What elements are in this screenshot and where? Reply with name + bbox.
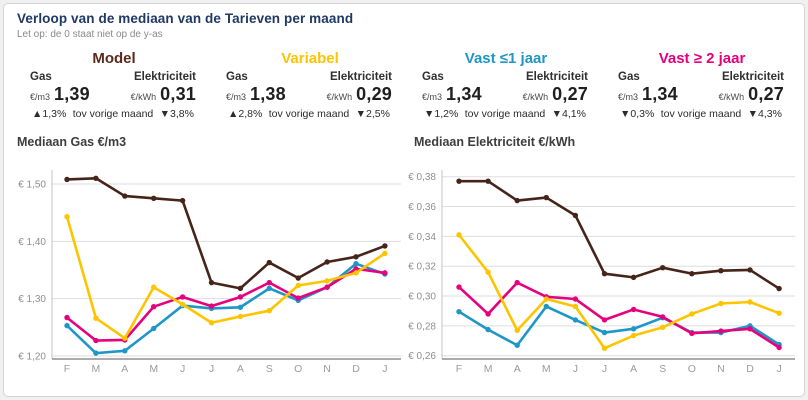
- svg-text:S: S: [266, 363, 273, 375]
- svg-text:S: S: [659, 363, 666, 375]
- elek-unit: €/kWh: [718, 92, 745, 102]
- gas-unit: €/m3: [226, 92, 247, 102]
- kpi-row: Model Gas €/m3 1,39 Elektriciteit €/kWh: [16, 50, 800, 130]
- kpi-card-vast-kort[interactable]: Vast ≤1 jaar Gas €/m3 1,34 Elektriciteit…: [408, 50, 604, 130]
- chart-gas: Mediaan Gas €/m3 € 1,50 € 1,40 € 1,30 € 1,2…: [10, 135, 402, 398]
- svg-text:J: J: [573, 363, 578, 375]
- svg-text:F: F: [64, 363, 70, 375]
- gas-value: 1,38: [250, 84, 286, 104]
- kpi-card-variabel[interactable]: Variabel Gas €/m3 1,38 Elektriciteit €/k…: [212, 50, 408, 130]
- svg-text:M: M: [484, 363, 493, 375]
- elek-unit: €/kWh: [522, 92, 549, 102]
- kpi-delta-variabel: ▲2,8% tov vorige maand ▼2,5%: [212, 105, 408, 120]
- kpi-values-model: Gas €/m3 1,39 Elektriciteit €/kWh 0,31: [16, 68, 212, 105]
- svg-text:€ 0,30: € 0,30: [408, 292, 436, 303]
- svg-text:N: N: [717, 363, 725, 375]
- elek-delta: ▼4,3%: [747, 108, 782, 120]
- chart-elektriciteit: Mediaan Elektriciteit €/kWh € 0,38 € 0,36…: [404, 135, 808, 398]
- svg-text:€ 0,38: € 0,38: [408, 172, 436, 183]
- kpi-title-vast-kort: Vast ≤1 jaar: [464, 50, 548, 67]
- kpi-title-vast-lang: Vast ≥ 2 jaar: [658, 50, 746, 67]
- page-subtitle: Let op: de 0 staat niet op de y-as: [17, 29, 163, 40]
- gas-delta: ▼0,3%: [620, 108, 655, 120]
- gas-line-chart[interactable]: € 1,50 € 1,40 € 1,30 € 1,20 F M A M J J A S O N D J: [10, 160, 402, 398]
- svg-text:A: A: [237, 363, 244, 375]
- elek-delta: ▼3,8%: [159, 108, 194, 120]
- svg-text:€ 0,28: € 0,28: [408, 321, 436, 332]
- svg-text:€ 0,26: € 0,26: [408, 351, 436, 362]
- svg-text:M: M: [149, 363, 158, 375]
- svg-text:J: J: [602, 363, 607, 375]
- kpi-values-vast-kort: Gas €/m3 1,34 Elektriciteit €/kWh 0,27: [408, 68, 604, 105]
- svg-text:A: A: [121, 363, 128, 375]
- elek-value: 0,31: [160, 84, 196, 104]
- delta-label: tov vorige maand: [72, 108, 154, 120]
- chart-elektriciteit-title: Mediaan Elektriciteit €/kWh: [414, 135, 576, 149]
- kpi-title-variabel: Variabel: [281, 50, 339, 67]
- kpi-card-model[interactable]: Model Gas €/m3 1,39 Elektriciteit €/kWh: [16, 50, 212, 130]
- gas-label: Gas: [30, 71, 52, 83]
- svg-text:€ 0,32: € 0,32: [408, 262, 436, 273]
- elek-label: Elektriciteit: [526, 71, 588, 83]
- gas-delta: ▲1,3%: [32, 108, 67, 120]
- delta-label: tov vorige maand: [268, 108, 350, 120]
- delta-label: tov vorige maand: [464, 108, 546, 120]
- elek-label: Elektriciteit: [134, 71, 196, 83]
- svg-text:O: O: [688, 363, 696, 375]
- svg-text:J: J: [776, 363, 781, 375]
- elek-unit: €/kWh: [326, 92, 353, 102]
- elektriciteit-line-chart[interactable]: € 0,38 € 0,36 € 0,34 € 0,32 € 0,30 € 0,28 € 0,…: [404, 160, 808, 398]
- svg-text:€ 1,20: € 1,20: [18, 352, 46, 363]
- gas-label: Gas: [422, 71, 444, 83]
- svg-text:€ 0,36: € 0,36: [408, 202, 436, 213]
- svg-text:M: M: [542, 363, 551, 375]
- svg-text:A: A: [630, 363, 637, 375]
- svg-text:D: D: [746, 363, 754, 375]
- svg-text:F: F: [456, 363, 462, 375]
- gas-label: Gas: [226, 71, 248, 83]
- elek-label: Elektriciteit: [722, 71, 784, 83]
- kpi-delta-vast-lang: ▼0,3% tov vorige maand ▼4,3%: [604, 105, 800, 120]
- kpi-values-variabel: Gas €/m3 1,38 Elektriciteit €/kWh 0,29: [212, 68, 408, 105]
- elek-label: Elektriciteit: [330, 71, 392, 83]
- elek-delta: ▼2,5%: [355, 108, 390, 120]
- kpi-title-model: Model: [92, 50, 136, 67]
- svg-text:J: J: [180, 363, 185, 375]
- delta-label: tov vorige maand: [660, 108, 742, 120]
- gas-unit: €/m3: [618, 92, 639, 102]
- kpi-delta-model: ▲1,3% tov vorige maand ▼3,8%: [16, 105, 212, 120]
- svg-text:€ 1,50: € 1,50: [18, 180, 46, 191]
- elek-value: 0,27: [748, 84, 784, 104]
- gas-delta: ▲2,8%: [228, 108, 263, 120]
- svg-text:J: J: [209, 363, 214, 375]
- gas-label: Gas: [618, 71, 640, 83]
- svg-text:O: O: [294, 363, 302, 375]
- svg-text:M: M: [92, 363, 101, 375]
- gas-unit: €/m3: [422, 92, 443, 102]
- svg-text:D: D: [352, 363, 360, 375]
- gas-value: 1,39: [54, 84, 90, 104]
- elek-value: 0,27: [552, 84, 588, 104]
- kpi-delta-vast-kort: ▼1,2% tov vorige maand ▼4,1%: [408, 105, 604, 120]
- kpi-card-vast-lang[interactable]: Vast ≥ 2 jaar Gas €/m3 1,34 Elektricitei…: [604, 50, 800, 130]
- elek-unit: €/kWh: [130, 92, 157, 102]
- elek-delta: ▼4,1%: [551, 108, 586, 120]
- svg-text:€ 1,30: € 1,30: [18, 294, 46, 305]
- svg-text:J: J: [382, 363, 387, 375]
- svg-text:N: N: [323, 363, 331, 375]
- gas-value: 1,34: [446, 84, 482, 104]
- gas-value: 1,34: [642, 84, 678, 104]
- svg-text:A: A: [514, 363, 521, 375]
- gas-delta: ▼1,2%: [424, 108, 459, 120]
- svg-text:€ 1,40: € 1,40: [18, 237, 46, 248]
- page-title: Verloop van de mediaan van de Tarieven p…: [17, 11, 354, 26]
- elek-value: 0,29: [356, 84, 392, 104]
- kpi-values-vast-lang: Gas €/m3 1,34 Elektriciteit €/kWh 0,27: [604, 68, 800, 105]
- chart-gas-title: Mediaan Gas €/m3: [17, 135, 127, 149]
- gas-unit: €/m3: [30, 92, 51, 102]
- dashboard-card: Verloop van de mediaan van de Tarieven p…: [3, 3, 805, 397]
- svg-text:€ 0,34: € 0,34: [408, 232, 436, 243]
